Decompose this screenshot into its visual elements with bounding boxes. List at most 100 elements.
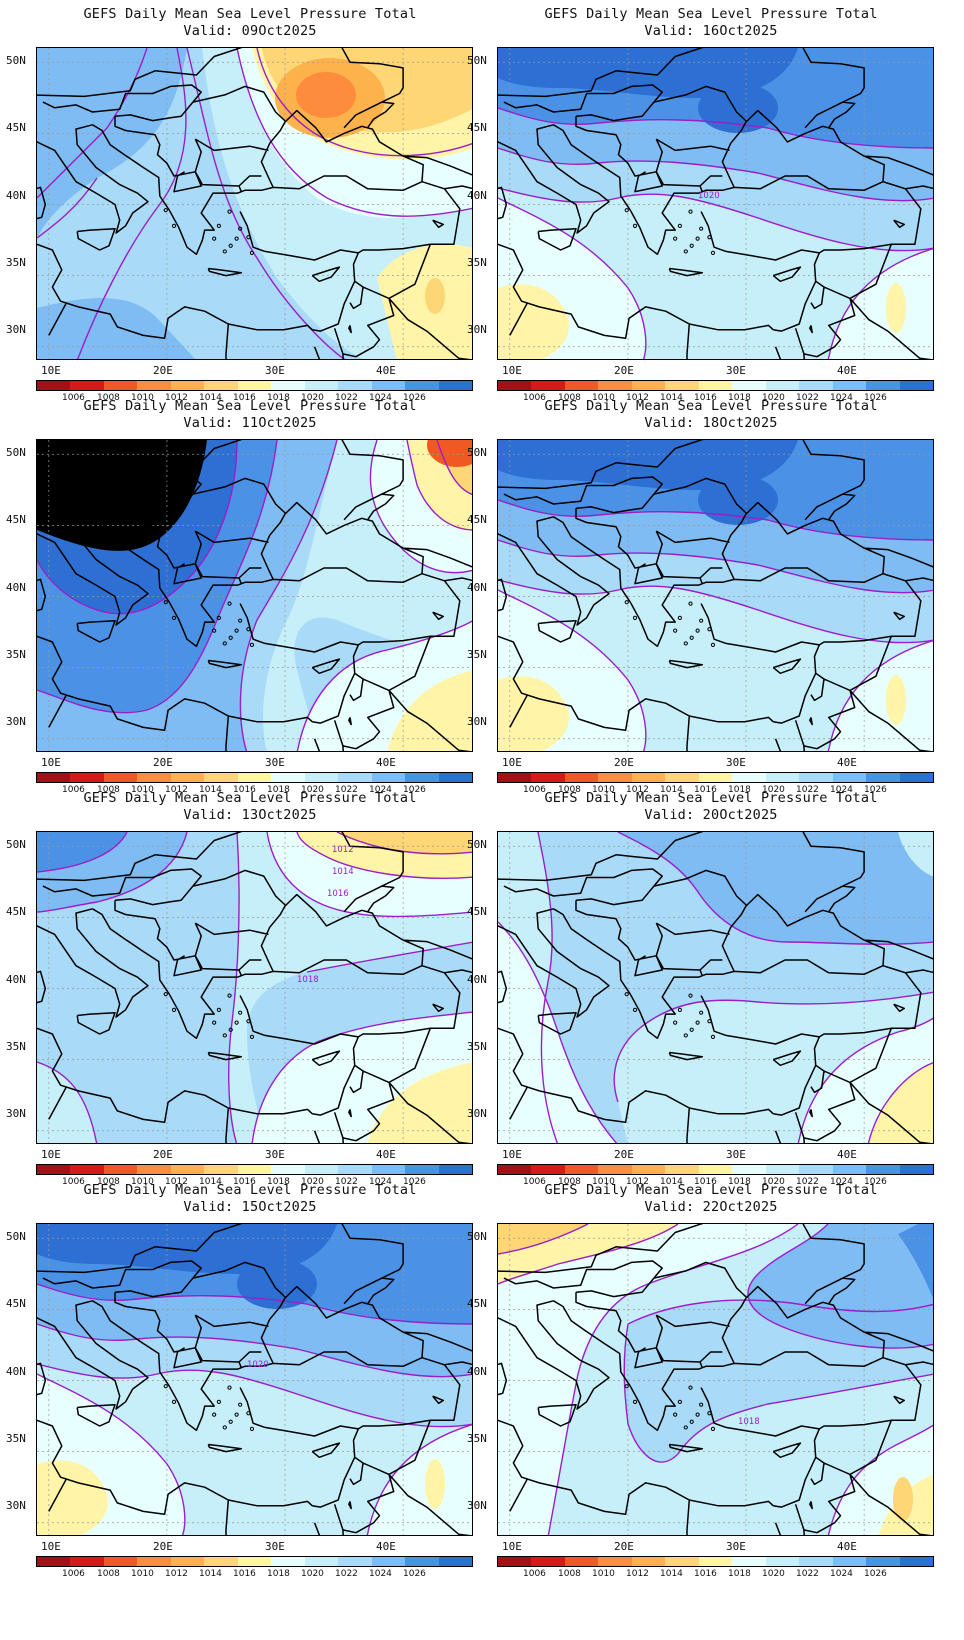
colorbar-label: 1010 [131,785,154,795]
pressure-fill-band [498,1224,798,1535]
island [212,628,217,633]
colorbar-swatch [304,1165,339,1174]
island [632,223,638,228]
colorbar-label: 1022 [335,1177,358,1187]
longitude-label: 20E [153,364,173,377]
pressure-fill-band [498,284,569,359]
colorbar-label: 1010 [131,393,154,403]
pressure-fill-band [427,440,472,467]
colorbar [36,1556,473,1567]
colorbar-swatch [37,1165,71,1174]
isobar-contour [37,832,128,873]
island [227,1385,232,1390]
colorbar-label: 1014 [199,393,222,403]
colorbar-label: 1018 [728,1177,751,1187]
colorbar-swatch [631,773,666,782]
latitude-label: 45N [6,121,26,134]
colorbar-label: 1024 [830,785,853,795]
colorbar-swatch [564,1557,599,1566]
colorbar-swatch [338,381,372,390]
island [632,1007,638,1012]
colorbar-swatch [866,1165,900,1174]
latitude-label: 50N [6,1230,26,1243]
latitude-label: 40N [6,581,26,594]
coastline-borders [498,1224,933,1535]
panel-valid-date: Valid: 18Oct2025 [644,415,778,431]
colorbar-swatch [170,381,205,390]
colorbar-swatch [698,381,733,390]
longitude-label: 10E [41,364,61,377]
colorbar-swatch [498,1165,532,1174]
colorbar-swatch [204,1557,238,1566]
colorbar-swatch [799,773,833,782]
colorbar-swatch [137,773,171,782]
panel-title: GEFS Daily Mean Sea Level Pressure Total [83,6,417,22]
pressure-fill-band [425,278,445,314]
colorbar-label: 1014 [660,1177,683,1187]
colorbar-label: 1016 [694,393,717,403]
isobar-contour [37,440,278,714]
island [699,618,704,623]
island [677,1007,682,1012]
map-panel: GEFS Daily Mean Sea Level Pressure Total… [461,1176,943,1586]
island [683,1425,688,1430]
colorbar-swatch [103,1557,138,1566]
colorbar-label: 1008 [97,393,120,403]
map-panel: GEFS Daily Mean Sea Level Pressure Total… [0,784,482,1194]
colorbar-label: 1014 [199,1177,222,1187]
contour-label: 1020 [247,1360,269,1370]
colorbar-swatch [598,1557,632,1566]
colorbar-swatch [866,773,900,782]
longitude-label: 30E [265,756,285,769]
colorbar-label: 1018 [267,1569,290,1579]
colorbar-label: 1022 [796,785,819,795]
latitude-label: 45N [467,1297,487,1310]
island [707,235,712,240]
island [234,236,239,241]
panel-valid-date: Valid: 13Oct2025 [183,807,317,823]
colorbar-swatch [832,381,867,390]
colorbar-label: 1008 [558,1177,581,1187]
colorbar-swatch [103,773,138,782]
island [707,1019,712,1024]
island [249,250,255,255]
colorbar-label: 1018 [267,785,290,795]
colorbar-label: 1022 [335,785,358,795]
island [677,615,682,620]
colorbar [497,772,934,783]
latitude-label: 35N [467,648,487,661]
colorbar-label: 1016 [233,1177,256,1187]
latitude-label: 35N [6,1432,26,1445]
colorbar-swatch [204,773,238,782]
longitude-label: 20E [153,1148,173,1161]
island [677,223,682,228]
colorbar-swatch [665,773,699,782]
island [689,635,694,640]
isobar-contour [498,107,933,149]
colorbar-label: 1022 [796,1569,819,1579]
island [234,1020,239,1025]
colorbar-swatch [304,773,339,782]
island [677,1399,682,1404]
colorbar-label: 1026 [403,785,426,795]
pressure-fill-band [498,676,569,751]
colorbar-swatch [170,1557,205,1566]
colorbar-swatch [732,773,766,782]
colorbar-swatch [498,381,532,390]
colorbar-swatch [405,773,439,782]
coastline-borders [498,440,933,751]
colorbar-swatch [37,773,71,782]
island [673,628,678,633]
longitude-label: 10E [502,756,522,769]
island [710,1426,716,1431]
colorbar-swatch [103,381,138,390]
latitude-label: 40N [467,581,487,594]
colorbar-label: 1022 [796,393,819,403]
colorbar-swatch [665,1557,699,1566]
island [246,627,251,632]
island [227,601,232,606]
island [228,1027,233,1032]
island [238,1402,243,1407]
colorbar-swatch [765,1165,800,1174]
colorbar-label: 1024 [369,393,392,403]
